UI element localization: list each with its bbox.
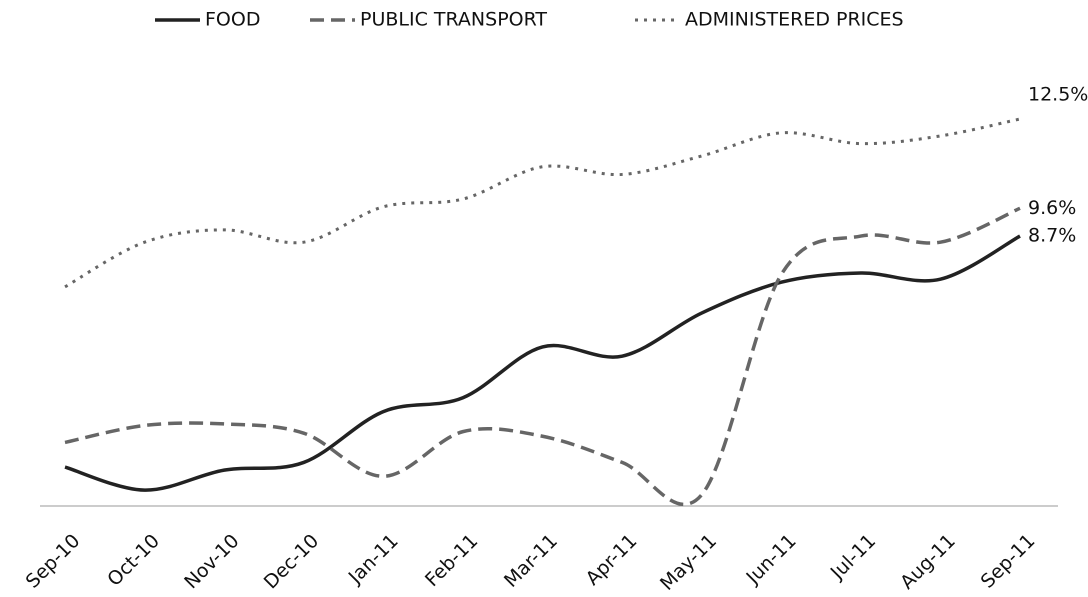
x-tick-label: Jun-11 [741,530,800,589]
x-tick-label: Dec-10 [260,530,324,594]
x-tick-label: Feb-11 [421,530,482,591]
x-tick-label: May-11 [656,530,721,595]
x-tick-label: Sep-11 [977,530,1040,593]
data-label: 9.6% [1028,197,1076,219]
x-tick-label: Nov-10 [180,530,243,593]
series-line [64,117,1021,289]
x-tick-label: Sep-10 [22,530,85,593]
legend-label: PUBLIC TRANSPORT [360,9,547,31]
series-line [64,234,1021,492]
x-tick-label: Jul-11 [826,530,880,584]
data-label: 12.5% [1028,84,1088,106]
x-tick-label: Mar-11 [500,530,562,592]
x-tick-label: Oct-10 [103,530,164,591]
legend-label: FOOD [205,9,260,31]
legend-label: ADMINISTERED PRICES [685,9,904,31]
x-tick-label: Apr-11 [582,530,642,590]
series-line [64,206,1021,507]
data-label: 8.7% [1028,225,1076,247]
x-tick-label: Aug-11 [896,530,960,594]
x-tick-label: Jan-11 [344,530,403,589]
